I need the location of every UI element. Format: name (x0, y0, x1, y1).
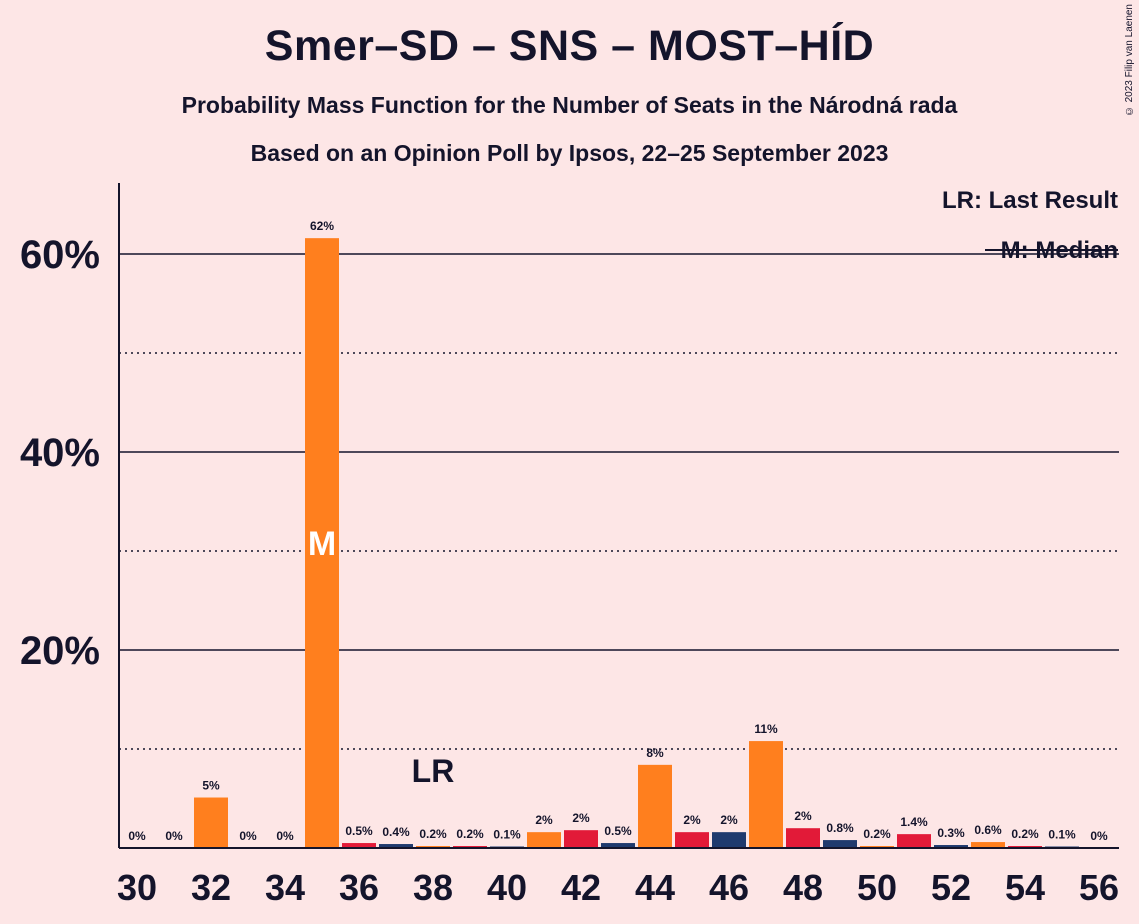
x-tick-label: 48 (783, 867, 823, 908)
bar-value-label: 11% (754, 722, 778, 736)
bar-seat-35 (305, 238, 339, 848)
bar-value-label: 0% (276, 829, 294, 843)
bar-seat-53 (971, 842, 1005, 848)
bar-value-label: 0.2% (863, 827, 891, 841)
bar-value-label: 5% (202, 779, 220, 793)
bar-value-label: 0.6% (974, 823, 1002, 837)
x-tick-label: 34 (265, 867, 305, 908)
bar-value-label: 0.8% (826, 821, 854, 835)
bar-seat-47 (749, 741, 783, 848)
bar-value-label: 0% (1090, 829, 1108, 843)
x-tick-label: 52 (931, 867, 971, 908)
bar-seat-45 (675, 832, 709, 848)
bar-value-label: 2% (794, 809, 812, 823)
bar-value-label: 0.1% (1048, 828, 1076, 842)
bar-seat-43 (601, 843, 635, 848)
bar-seat-51 (897, 834, 931, 848)
bar-seat-52 (934, 845, 968, 848)
bar-seat-41 (527, 832, 561, 848)
bar-seat-32 (194, 797, 228, 848)
x-tick-label: 42 (561, 867, 601, 908)
bar-value-label: 2% (720, 813, 738, 827)
legend-last-result: LR: Last Result (942, 187, 1118, 214)
y-tick-label: 20% (20, 629, 100, 673)
bar-value-label: 0% (239, 829, 257, 843)
bar-seat-44 (638, 764, 672, 848)
bar-value-label: 2% (572, 811, 590, 825)
bar-value-label: 0% (165, 829, 183, 843)
bar-labels: 0% 0% 5% 0% 0% 62% 0.5% 0.4% 0.2% 0.2% 0.1% 2% 2% 0.5… (128, 219, 1108, 843)
bar-value-label: 0.5% (345, 824, 373, 838)
chart-subtitle: Probability Mass Function for the Number… (181, 92, 958, 118)
gridlines (119, 253, 1119, 750)
bar-value-label: 0.3% (937, 826, 965, 840)
x-tick-label: 40 (487, 867, 527, 908)
bar-value-label: 2% (683, 813, 701, 827)
x-tick-label: 44 (635, 867, 675, 908)
bar-value-label: 0.2% (1011, 827, 1039, 841)
y-tick-label: 40% (20, 431, 100, 475)
bar-seat-46 (712, 832, 746, 848)
bar-value-label: 0% (128, 829, 146, 843)
x-tick-label: 56 (1079, 867, 1119, 908)
bar-seat-48 (786, 828, 820, 848)
bar-value-label: 0.4% (382, 825, 410, 839)
bar-value-label: 2% (535, 813, 553, 827)
bar-value-label: 0.2% (419, 827, 447, 841)
bars (194, 238, 1079, 848)
x-tick-label: 50 (857, 867, 897, 908)
chart-title: Smer–SD – SNS – MOST–HÍD (264, 22, 875, 70)
bar-value-label: 1.4% (900, 815, 928, 829)
bar-value-label: 8% (646, 746, 664, 760)
y-tick-label: 60% (20, 233, 100, 277)
bar-value-label: 0.2% (456, 827, 484, 841)
bar-seat-36 (342, 843, 376, 848)
axis-ticks: 20% 40% 60% 30 32 34 36 38 40 42 44 46 48 50 52 54 56 (20, 233, 1119, 908)
x-tick-label: 46 (709, 867, 749, 908)
bar-value-label: 0.5% (604, 824, 632, 838)
x-tick-label: 30 (117, 867, 157, 908)
bar-seat-49 (823, 840, 857, 848)
chart-subtitle-poll: Based on an Opinion Poll by Ipsos, 22–25… (250, 140, 889, 166)
bar-seat-42 (564, 830, 598, 848)
bar-seat-37 (379, 844, 413, 848)
bar-value-label: 62% (310, 219, 334, 233)
last-result-marker: LR (412, 753, 455, 789)
x-tick-label: 38 (413, 867, 453, 908)
median-marker: M (308, 525, 336, 563)
x-tick-label: 54 (1005, 867, 1045, 908)
bar-value-label: 0.1% (493, 828, 521, 842)
x-tick-label: 36 (339, 867, 379, 908)
x-tick-label: 32 (191, 867, 231, 908)
